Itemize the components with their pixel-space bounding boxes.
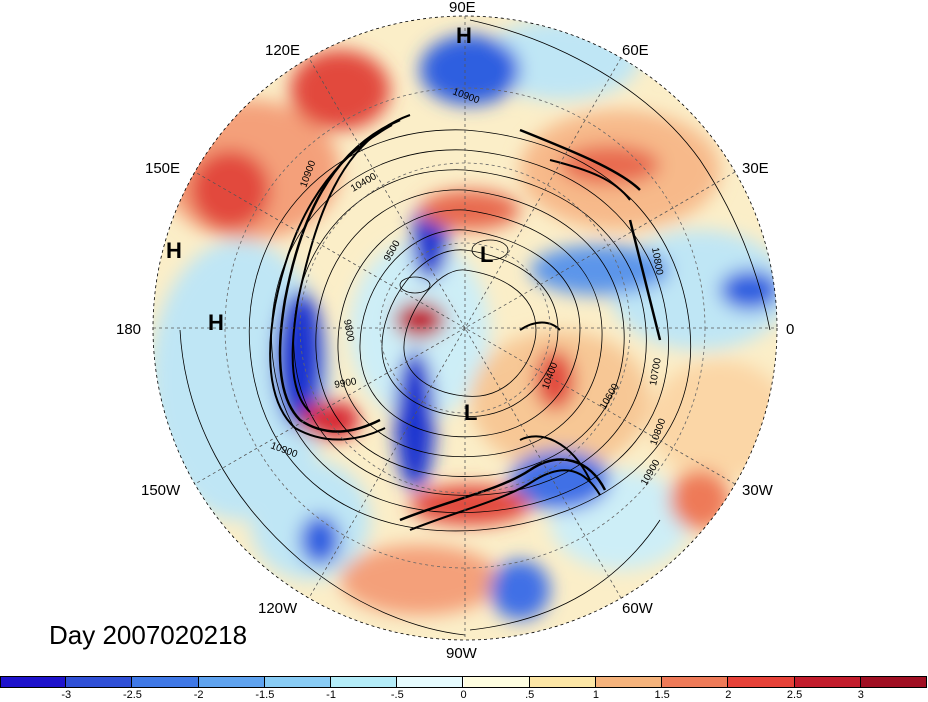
colorbar-box (397, 676, 464, 688)
colorbar-tick-label: -2.5 (122, 689, 142, 701)
colorbar-box (198, 676, 265, 688)
colorbar-frame (0, 676, 927, 688)
longitude-label: 60E (622, 42, 649, 59)
colorbar-tick-label: 3 (857, 689, 864, 701)
longitude-label: 60W (622, 600, 654, 617)
longitude-label: 0 (786, 321, 794, 338)
colorbar-tick-label: -3 (61, 689, 72, 701)
colorbar-tick-label: 2 (725, 689, 732, 701)
colorbar-tick-label: 0 (460, 689, 467, 701)
colorbar-box (331, 676, 398, 688)
longitude-labels: 90E 60E 30E 0 30W 60W 90W 120W 150W 180 … (116, 0, 794, 662)
longitude-label: 90E (449, 0, 476, 16)
colorbar-tick-label: 1 (592, 689, 599, 701)
contour-value-label: 9800 (341, 319, 356, 343)
colorbar-box (794, 676, 861, 688)
low-center-marker: L (480, 242, 493, 267)
colorbar-box (595, 676, 663, 688)
colorbar-tick-label: -2 (193, 689, 204, 701)
anomaly-field (153, 16, 777, 640)
longitude-label: 120E (265, 42, 300, 59)
colorbar-box (66, 676, 133, 688)
colorbar-box (529, 676, 596, 688)
colorbar-box (662, 676, 729, 688)
high-center-marker: H (208, 310, 224, 335)
jet-contours (269, 114, 662, 531)
contour-value-label: 9900 (334, 376, 358, 391)
colorbar-box (132, 676, 199, 688)
longitude-label: 30E (742, 160, 769, 177)
longitude-label: 150W (141, 482, 181, 499)
polar-map: H H H L L 10900 10400 9500 9800 9900 109… (116, 0, 794, 662)
colorbar-box (463, 676, 530, 688)
colorbar-tick-label: 1.5 (654, 689, 670, 701)
colorbar-tick-label: -.5 (390, 689, 404, 701)
contour-value-label: 10700 (648, 357, 664, 387)
longitude-label: 120W (258, 600, 298, 617)
colorbar-box (728, 676, 795, 688)
longitude-label: 30W (742, 482, 774, 499)
high-center-marker: H (456, 23, 472, 48)
low-center-marker: L (464, 400, 477, 425)
colorbar-tick-label: 2.5 (786, 689, 803, 701)
pressure-centers: H H H L L (166, 23, 493, 425)
colorbar-box (264, 676, 332, 688)
contour-value-label: 10800 (649, 247, 665, 277)
longitude-label: 90W (446, 645, 478, 662)
colorbar-box (0, 676, 67, 688)
colorbar-tick-label: -1.5 (255, 689, 275, 701)
day-title: Day 2007020218 (49, 620, 248, 650)
height-contours (179, 19, 771, 636)
colorbar-tick-label: .5 (525, 689, 535, 701)
colorbar-tick-label: -1 (326, 689, 336, 701)
colorbar: -3 -2.5 -2 -1.5 -1 -.5 0 .5 1 1.5 2 2.5 3 (0, 676, 928, 702)
longitude-label: 180 (116, 321, 141, 338)
high-center-marker: H (166, 238, 182, 263)
longitude-label: 150E (145, 160, 180, 177)
graticule (152, 15, 778, 641)
